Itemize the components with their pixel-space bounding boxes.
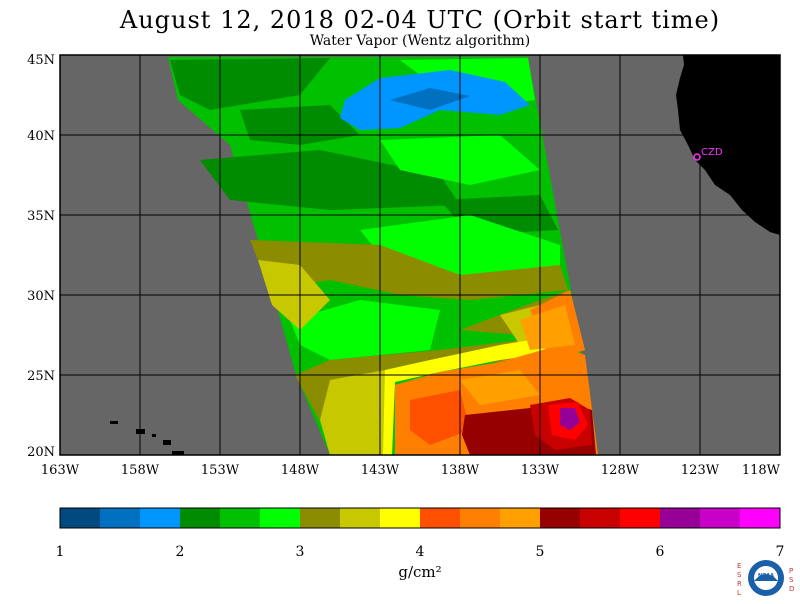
logo-center-text: NOAA [758, 573, 774, 579]
lon-label: 163W [41, 463, 80, 478]
swath-region [290, 300, 440, 360]
swath-region [320, 370, 390, 455]
colorbar-swatch [740, 508, 781, 528]
lon-label: 133W [521, 463, 560, 478]
swath-region [410, 390, 470, 445]
latitude-labels: 45N 40N 35N 30N 25N 20N [27, 53, 55, 460]
colorbar-frame [59, 507, 781, 529]
colorbar-swatch [300, 508, 341, 528]
colorbar-tick-label: 7 [776, 544, 785, 560]
lat-label: 25N [27, 369, 55, 384]
lat-label: 45N [27, 53, 55, 68]
colorbar-tick-label: 6 [656, 544, 665, 560]
colorbar-swatch [140, 508, 181, 528]
colorbar-tick-label: 2 [176, 544, 185, 560]
lon-label: 143W [361, 463, 400, 478]
colorbar-swatch [420, 508, 461, 528]
lon-label: 118W [742, 463, 781, 478]
colorbar-swatch [260, 508, 301, 528]
longitude-labels: 163W 158W 153W 148W 143W 138W 133W 128W … [41, 463, 781, 478]
station-marker: CZD [693, 147, 723, 161]
logo-left-letters: E S R L [737, 562, 742, 597]
map-frame [59, 54, 781, 456]
map-plot-area: CZD [60, 55, 780, 455]
svg-text:R: R [737, 580, 742, 588]
page-title: August 12, 2018 02-04 UTC (Orbit start t… [119, 6, 721, 34]
north-america-land [676, 55, 780, 235]
lon-label: 123W [681, 463, 720, 478]
station-label: CZD [701, 147, 723, 158]
colorbar-tick-label: 1 [56, 544, 65, 560]
lon-label: 158W [121, 463, 160, 478]
swath-region [383, 335, 575, 455]
colorbar-swatch [580, 508, 621, 528]
colorbar-swatch [460, 508, 501, 528]
swath-region [520, 305, 575, 350]
lon-label: 138W [441, 463, 480, 478]
colorbar-unit: g/cm² [398, 563, 442, 581]
svg-text:E: E [737, 562, 741, 570]
lat-label: 30N [27, 289, 55, 304]
lat-label: 40N [27, 129, 55, 144]
colorbar [60, 508, 781, 528]
svg-text:D: D [789, 585, 794, 593]
logo-right-letters: P S D [789, 567, 794, 593]
colorbar-swatch [340, 508, 381, 528]
lon-label: 148W [281, 463, 320, 478]
colorbar-swatch [620, 508, 661, 528]
svg-text:S: S [789, 576, 794, 584]
colorbar-swatch [100, 508, 141, 528]
swath-region [250, 240, 568, 300]
lon-label: 153W [201, 463, 240, 478]
colorbar-swatch [500, 508, 541, 528]
colorbar-swatch [380, 508, 421, 528]
island [172, 451, 184, 455]
colorbar-tick-label: 3 [296, 544, 305, 560]
noaa-logo: E S R L P S D NOAA [734, 557, 796, 603]
svg-text:S: S [737, 571, 742, 579]
page-subtitle: Water Vapor (Wentz algorithm) [309, 33, 531, 49]
lon-label: 128W [601, 463, 640, 478]
colorbar-tick-label: 4 [416, 544, 425, 560]
svg-text:L: L [737, 589, 741, 597]
colorbar-swatch [660, 508, 701, 528]
colorbar-swatch [700, 508, 741, 528]
svg-text:P: P [789, 567, 793, 575]
colorbar-swatch [220, 508, 261, 528]
graticule [60, 55, 780, 455]
colorbar-swatch [540, 508, 581, 528]
colorbar-labels: 1 2 3 4 5 6 7 [56, 544, 785, 560]
island [110, 421, 118, 424]
station-circle-icon [693, 153, 701, 161]
island [152, 434, 156, 437]
colorbar-swatch [180, 508, 221, 528]
swath-region [170, 58, 330, 110]
lat-label: 20N [27, 445, 55, 460]
swath-region [460, 370, 540, 405]
swath-region [200, 150, 460, 210]
swath-region [390, 88, 470, 110]
lat-label: 35N [27, 209, 55, 224]
colorbar-swatch [60, 508, 101, 528]
swath-region [560, 408, 580, 430]
island [163, 440, 171, 445]
colorbar-tick-label: 5 [536, 544, 545, 560]
